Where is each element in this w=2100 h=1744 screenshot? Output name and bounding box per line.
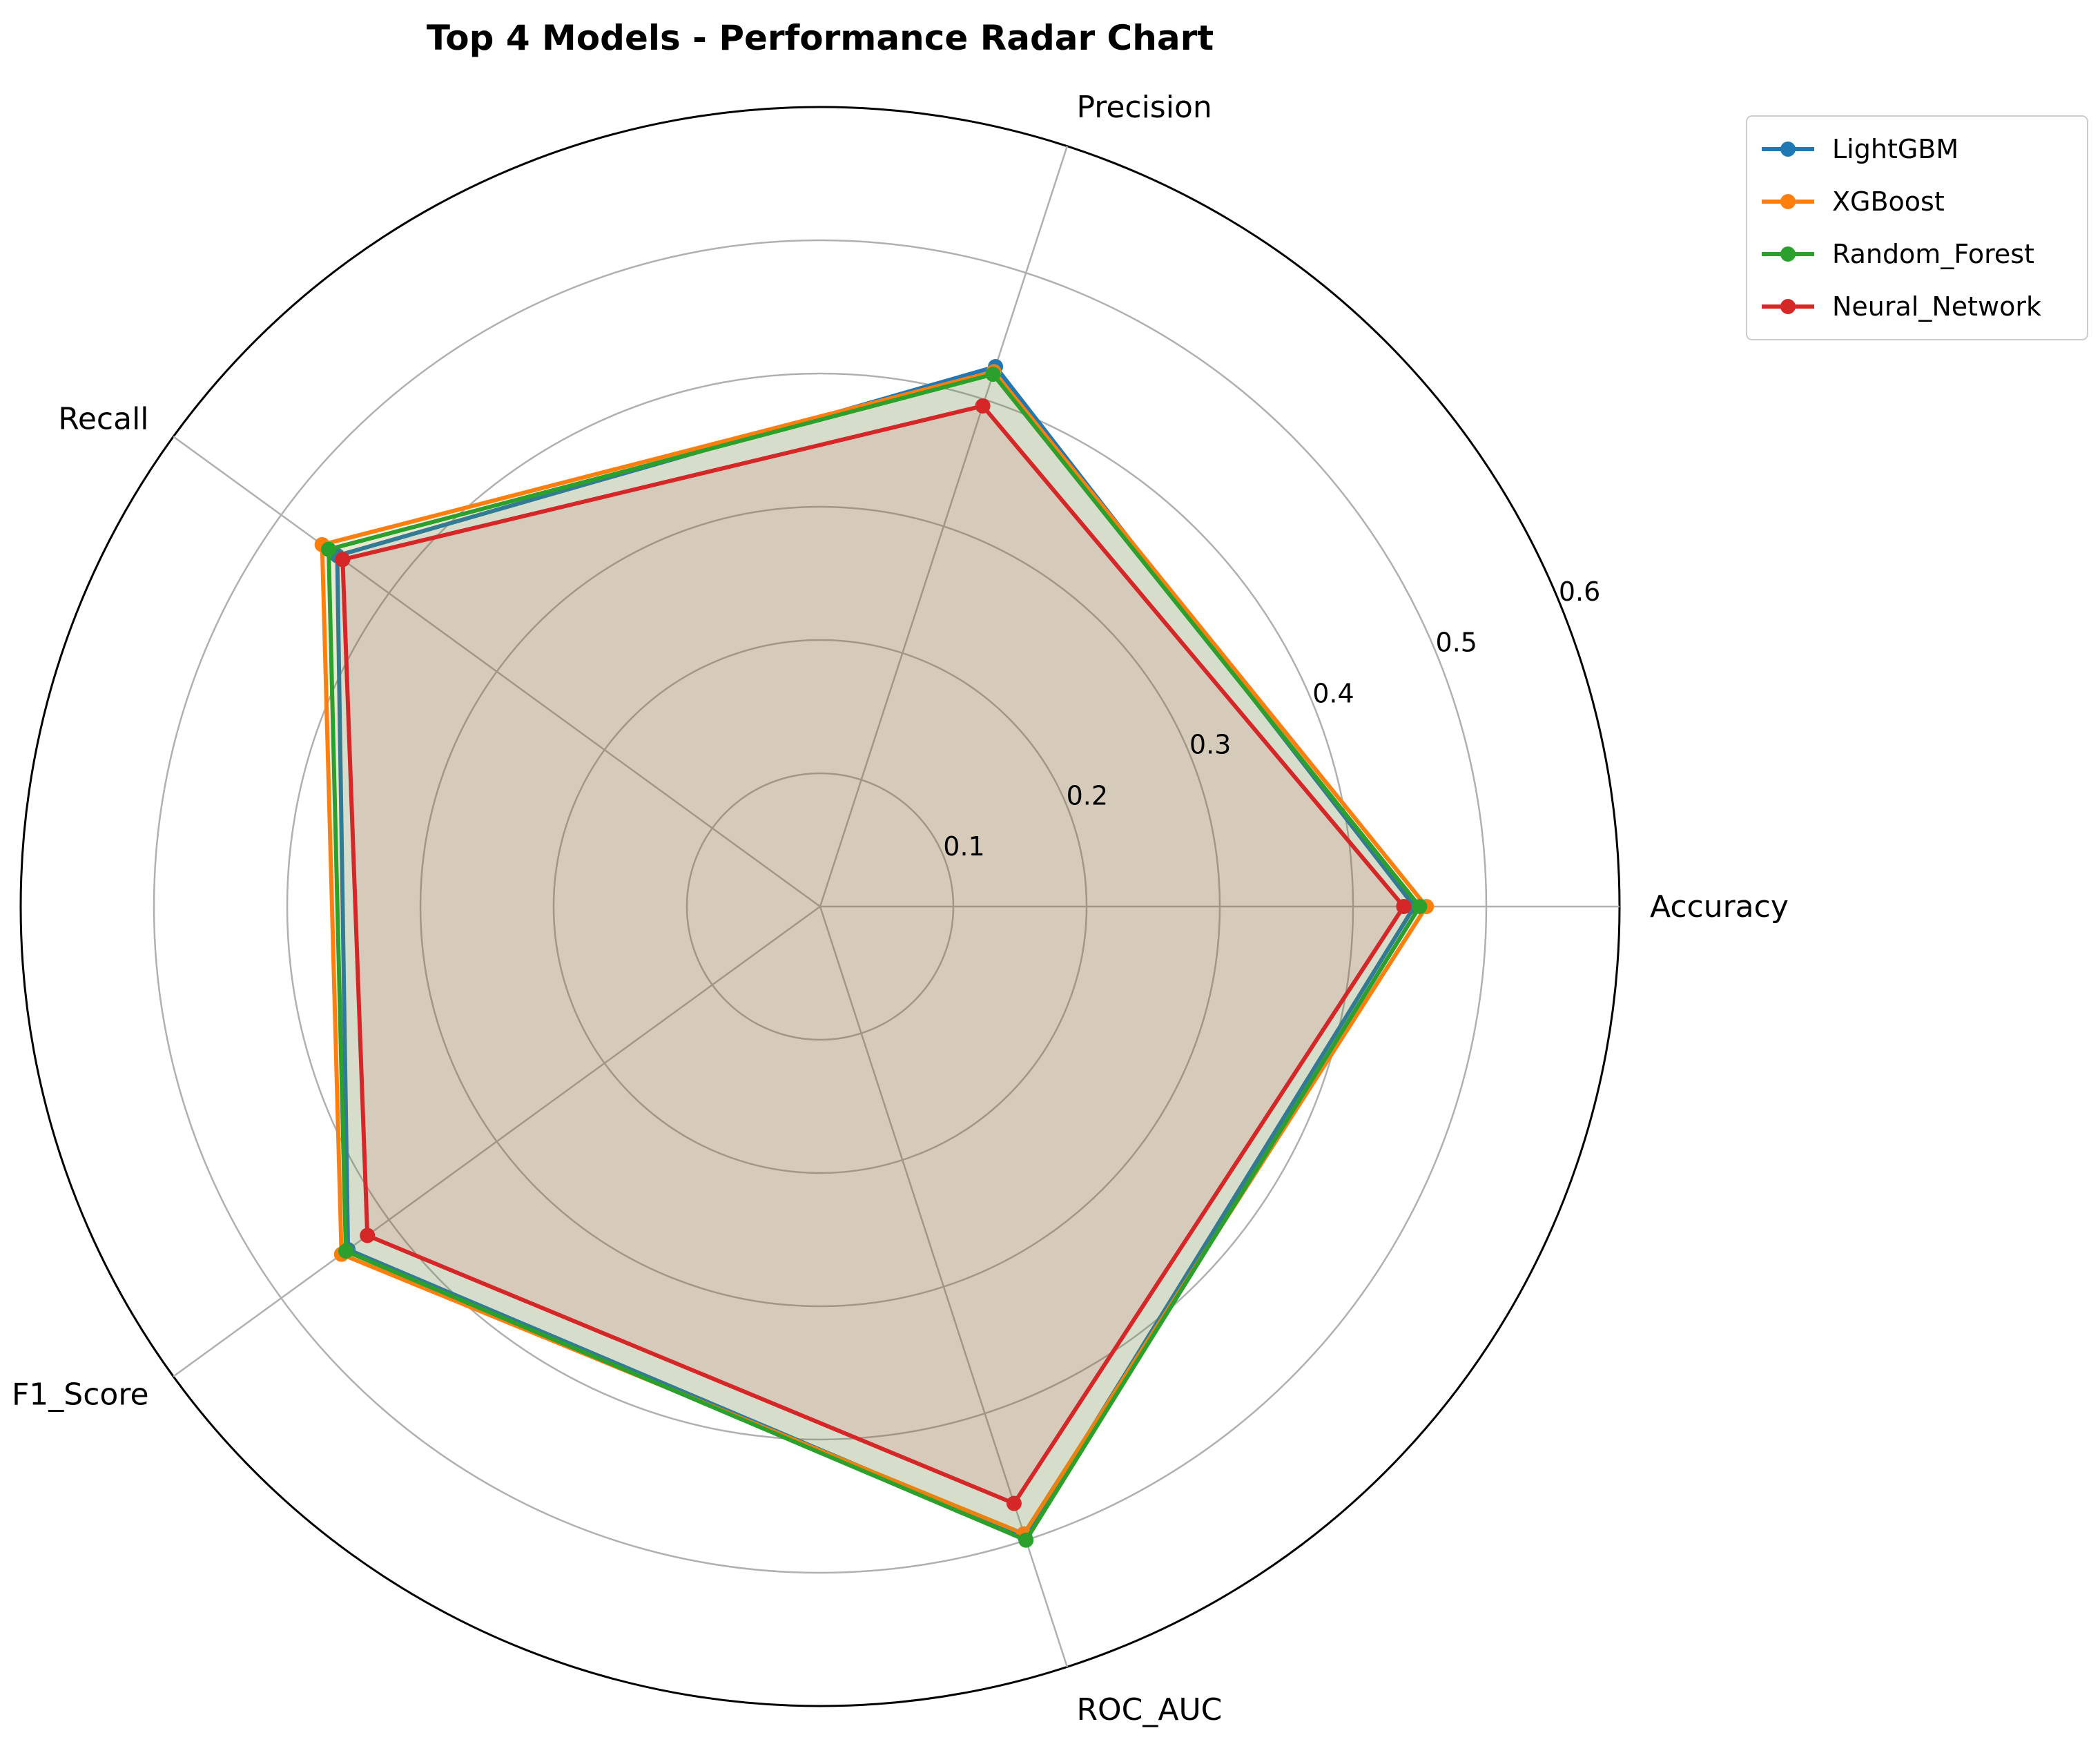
- legend-label-xgboost: XGBoost: [1832, 186, 1945, 217]
- series-line-neural_network: [340, 404, 1406, 1506]
- data-point-random_forest: [321, 541, 337, 557]
- legend-box: [1746, 115, 2088, 340]
- data-point-neural_network: [1006, 1495, 1022, 1511]
- axis-label-roc_auc: ROC_AUC: [1076, 1692, 1222, 1727]
- series-fill-lightgbm: [337, 367, 1414, 1537]
- legend-marker-lightgbm: [1780, 142, 1796, 157]
- radial-tick-label: 0.3: [1189, 729, 1231, 759]
- data-point-random_forest: [1018, 1532, 1034, 1548]
- chart-title: Top 4 Models - Performance Radar Chart: [427, 18, 1214, 58]
- series-fill-xgboost: [322, 371, 1427, 1534]
- series-fill-neural_network: [342, 406, 1404, 1504]
- legend-marker-xgboost: [1780, 194, 1796, 209]
- series-line-xgboost: [320, 369, 1429, 1536]
- data-point-random_forest: [1412, 899, 1428, 914]
- series-fill-random_forest: [329, 374, 1420, 1540]
- axis-label-accuracy: Accuracy: [1650, 889, 1789, 924]
- data-point-random_forest: [985, 367, 1001, 382]
- radial-tick-label: 0.6: [1559, 577, 1600, 607]
- legend: LightGBM XGBoost Random_Forest Neural_Netwo…: [1746, 115, 2088, 340]
- series-line-random_forest: [327, 372, 1422, 1542]
- radial-tick-label: 0.2: [1067, 780, 1108, 811]
- data-point-random_forest: [338, 1243, 353, 1259]
- axis-label-f1_score: F1_Score: [12, 1377, 149, 1413]
- legend-marker-neural_network: [1780, 299, 1796, 314]
- radar-spoke-line: [173, 436, 821, 908]
- legend-label-neural_network: Neural_Network: [1832, 291, 2041, 322]
- radar-spoke-line: [173, 905, 821, 1377]
- radial-tick-label: 0.4: [1312, 679, 1354, 709]
- legend-marker-random_forest: [1780, 246, 1796, 262]
- radial-tick-label: 0.5: [1436, 628, 1477, 658]
- data-point-neural_network: [975, 398, 991, 414]
- radial-tick-label: 0.1: [943, 831, 984, 862]
- data-point-neural_network: [335, 552, 351, 568]
- axis-label-precision: Precision: [1076, 90, 1212, 125]
- labels-layer: 0.1 0.2 0.3 0.4 0.5 0.6 Accuracy Precision Recal…: [12, 90, 1789, 1727]
- axis-label-recall: Recall: [58, 401, 148, 436]
- series-layer: [314, 359, 1435, 1548]
- legend-label-random_forest: Random_Forest: [1832, 239, 2034, 269]
- data-point-neural_network: [360, 1228, 376, 1243]
- radar-spoke-line: [819, 146, 1069, 907]
- data-point-neural_network: [1396, 899, 1412, 914]
- legend-label-lightgbm: LightGBM: [1832, 134, 1958, 164]
